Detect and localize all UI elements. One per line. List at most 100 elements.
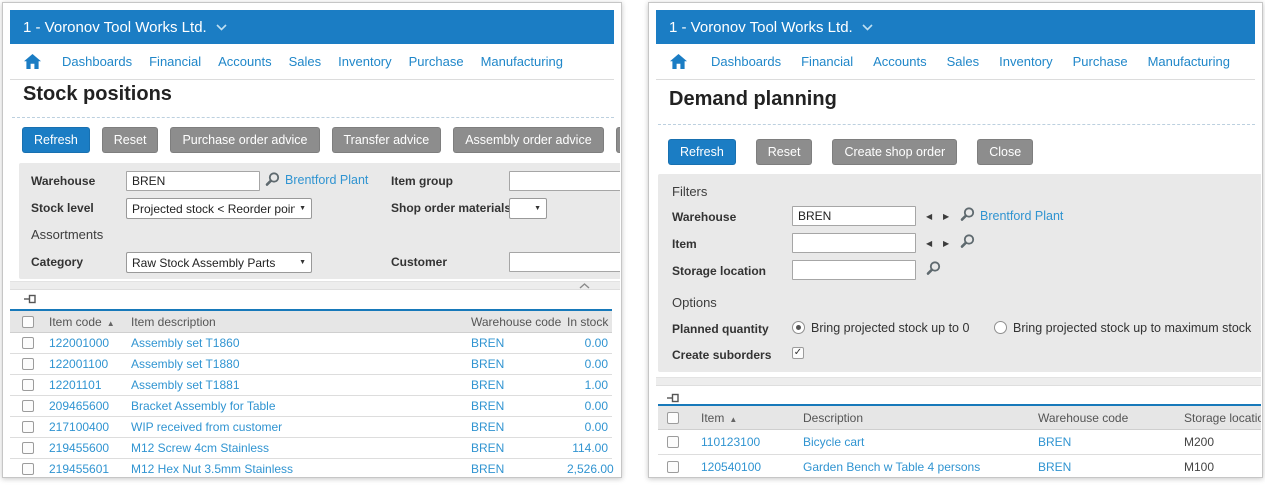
- row-checkbox[interactable]: [22, 463, 34, 475]
- warehouse-code-link[interactable]: BREN: [471, 357, 505, 371]
- column-header-item-description[interactable]: Item description: [131, 314, 216, 329]
- select-all-checkbox[interactable]: [22, 315, 34, 328]
- warehouse-code-link[interactable]: BREN: [1038, 460, 1072, 474]
- column-header-item-code[interactable]: Item code ▲: [49, 315, 131, 329]
- item-code-link[interactable]: 12201101: [49, 378, 102, 392]
- reset-button[interactable]: Reset: [755, 139, 813, 165]
- item-search-icon[interactable]: [958, 232, 976, 250]
- nav-item-sales[interactable]: Sales: [946, 54, 980, 69]
- warehouse-search-icon[interactable]: [958, 205, 976, 223]
- warehouse-code-link[interactable]: BREN: [471, 399, 505, 413]
- nav-item-accounts[interactable]: Accounts: [218, 54, 272, 69]
- reset-button[interactable]: Reset: [101, 127, 159, 153]
- warehouse-code-link[interactable]: BREN: [1038, 435, 1072, 449]
- storage-location-search-icon[interactable]: [924, 259, 942, 277]
- refresh-button[interactable]: Refresh: [668, 139, 736, 165]
- close-button[interactable]: Close: [977, 139, 1034, 165]
- nav-item-financial[interactable]: Financial: [149, 54, 202, 69]
- radio-bring-to-maximum[interactable]: [994, 321, 1007, 334]
- item-group-input[interactable]: [509, 171, 620, 191]
- create-suborders-checkbox[interactable]: [792, 347, 804, 359]
- warehouse-name-link[interactable]: Brentford Plant: [980, 209, 1064, 223]
- next-arrow-icon[interactable]: ▶: [943, 212, 950, 221]
- column-header-in-stock[interactable]: In stock: [567, 314, 609, 329]
- item-code-link[interactable]: 209465600: [49, 399, 110, 413]
- column-header-item[interactable]: Item ▲: [701, 411, 803, 425]
- create-shop-order-button[interactable]: Create shop order: [832, 139, 958, 165]
- row-checkbox[interactable]: [22, 358, 34, 370]
- purchase-order-advice-button[interactable]: Purchase order advice: [170, 127, 320, 153]
- row-checkbox[interactable]: [22, 379, 34, 391]
- warehouse-code-link[interactable]: BREN: [471, 420, 505, 434]
- item-description-link[interactable]: M12 Screw 4cm Stainless: [131, 441, 270, 455]
- item-description-link[interactable]: M12 Hex Nut 3.5mm Stainless: [131, 462, 294, 476]
- item-code-link[interactable]: 122001100: [49, 357, 109, 371]
- transfer-advice-button[interactable]: Transfer advice: [331, 127, 442, 153]
- nav-item-financial[interactable]: Financial: [801, 54, 854, 69]
- item-description-link[interactable]: WIP received from customer: [131, 420, 283, 434]
- column-header-warehouse-code[interactable]: Warehouse code: [471, 314, 562, 329]
- nav-item-dashboards[interactable]: Dashboards: [62, 54, 133, 69]
- warehouse-input[interactable]: [792, 206, 916, 226]
- warehouse-code-link[interactable]: BREN: [471, 441, 505, 455]
- company-titlebar[interactable]: 1 - Voronov Tool Works Ltd.: [10, 10, 614, 44]
- nav-item-inventory[interactable]: Inventory: [999, 54, 1053, 69]
- storage-location-input[interactable]: [792, 260, 916, 280]
- nav-item-purchase[interactable]: Purchase: [408, 54, 464, 69]
- radio-bring-to-zero[interactable]: [792, 321, 805, 334]
- item-description-link[interactable]: Assembly set T1881: [131, 378, 240, 392]
- warehouse-search-icon[interactable]: [263, 170, 281, 188]
- customer-input[interactable]: [509, 252, 620, 272]
- nav-item-dashboards[interactable]: Dashboards: [711, 54, 782, 69]
- pin-icon[interactable]: [24, 293, 37, 307]
- row-checkbox[interactable]: [667, 436, 679, 448]
- shop-order-materials-select[interactable]: ▼: [509, 198, 547, 219]
- warehouse-input[interactable]: [126, 171, 260, 191]
- nav-item-purchase[interactable]: Purchase: [1072, 54, 1128, 69]
- collapse-icon[interactable]: [579, 283, 590, 289]
- item-description-link[interactable]: Assembly set T1880: [131, 357, 240, 371]
- item-description-link[interactable]: Assembly set T1860: [131, 336, 240, 350]
- home-icon[interactable]: [670, 54, 687, 69]
- warehouse-code-link[interactable]: BREN: [471, 336, 505, 350]
- item-link[interactable]: 120540100: [701, 460, 762, 474]
- item-code-link[interactable]: 219455601: [49, 462, 110, 476]
- item-description-link[interactable]: Bracket Assembly for Table: [131, 399, 276, 413]
- item-code-link[interactable]: 122001000: [49, 336, 110, 350]
- description-link[interactable]: Garden Bench w Table 4 persons: [803, 460, 981, 474]
- prev-arrow-icon[interactable]: ◀: [926, 239, 933, 248]
- assembly-order-advice-button[interactable]: Assembly order advice: [453, 127, 604, 153]
- row-checkbox[interactable]: [22, 337, 34, 349]
- next-arrow-icon[interactable]: ▶: [943, 239, 950, 248]
- nav-item-sales[interactable]: Sales: [288, 54, 322, 69]
- radio-label-bring-to-maximum[interactable]: Bring projected stock up to maximum stoc…: [1013, 321, 1252, 335]
- category-select[interactable]: Raw Stock Assembly Parts ▼: [126, 252, 312, 273]
- stock-level-select[interactable]: Projected stock < Reorder point ▼: [126, 198, 312, 219]
- nav-item-manufacturing[interactable]: Manufacturing: [1147, 54, 1230, 69]
- column-header-storage-location[interactable]: Storage location: [1184, 410, 1261, 425]
- row-checkbox[interactable]: [22, 442, 34, 454]
- item-link[interactable]: 110123100: [701, 435, 761, 449]
- row-checkbox[interactable]: [22, 400, 34, 412]
- radio-label-bring-to-zero[interactable]: Bring projected stock up to 0: [811, 321, 970, 335]
- warehouse-name-link[interactable]: Brentford Plant: [285, 173, 369, 187]
- row-checkbox[interactable]: [667, 461, 679, 473]
- close-button[interactable]: Close: [615, 127, 620, 153]
- pin-icon[interactable]: [667, 392, 680, 406]
- company-titlebar[interactable]: 1 - Voronov Tool Works Ltd.: [656, 10, 1255, 44]
- description-link[interactable]: Bicycle cart: [803, 435, 865, 449]
- warehouse-code-link[interactable]: BREN: [471, 462, 505, 476]
- nav-item-accounts[interactable]: Accounts: [873, 54, 927, 69]
- warehouse-code-link[interactable]: BREN: [471, 378, 505, 392]
- row-checkbox[interactable]: [22, 421, 34, 433]
- home-icon[interactable]: [24, 54, 41, 69]
- refresh-button[interactable]: Refresh: [22, 127, 90, 153]
- nav-item-manufacturing[interactable]: Manufacturing: [480, 54, 563, 69]
- nav-item-inventory[interactable]: Inventory: [338, 54, 392, 69]
- item-input[interactable]: [792, 233, 916, 253]
- item-code-link[interactable]: 217100400: [49, 420, 110, 434]
- column-header-description[interactable]: Description: [803, 410, 864, 425]
- prev-arrow-icon[interactable]: ◀: [926, 212, 933, 221]
- item-code-link[interactable]: 219455600: [49, 441, 110, 455]
- column-header-warehouse-code[interactable]: Warehouse code: [1038, 410, 1129, 425]
